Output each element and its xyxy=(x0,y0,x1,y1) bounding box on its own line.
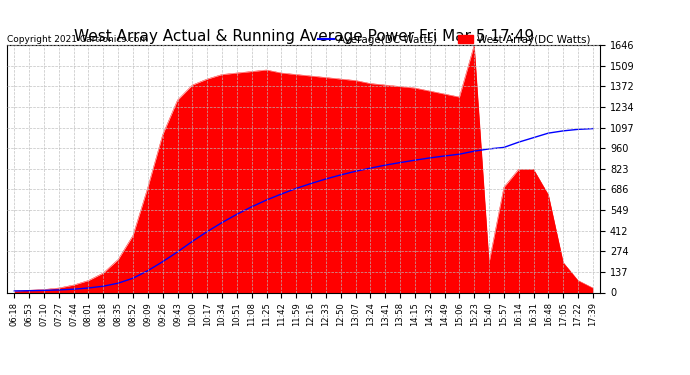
Title: West Array Actual & Running Average Power Fri Mar 5 17:49: West Array Actual & Running Average Powe… xyxy=(74,29,533,44)
Legend: Average(DC Watts), West Array(DC Watts): Average(DC Watts), West Array(DC Watts) xyxy=(314,30,595,49)
Text: Copyright 2021 Cartronics.com: Copyright 2021 Cartronics.com xyxy=(7,35,148,44)
